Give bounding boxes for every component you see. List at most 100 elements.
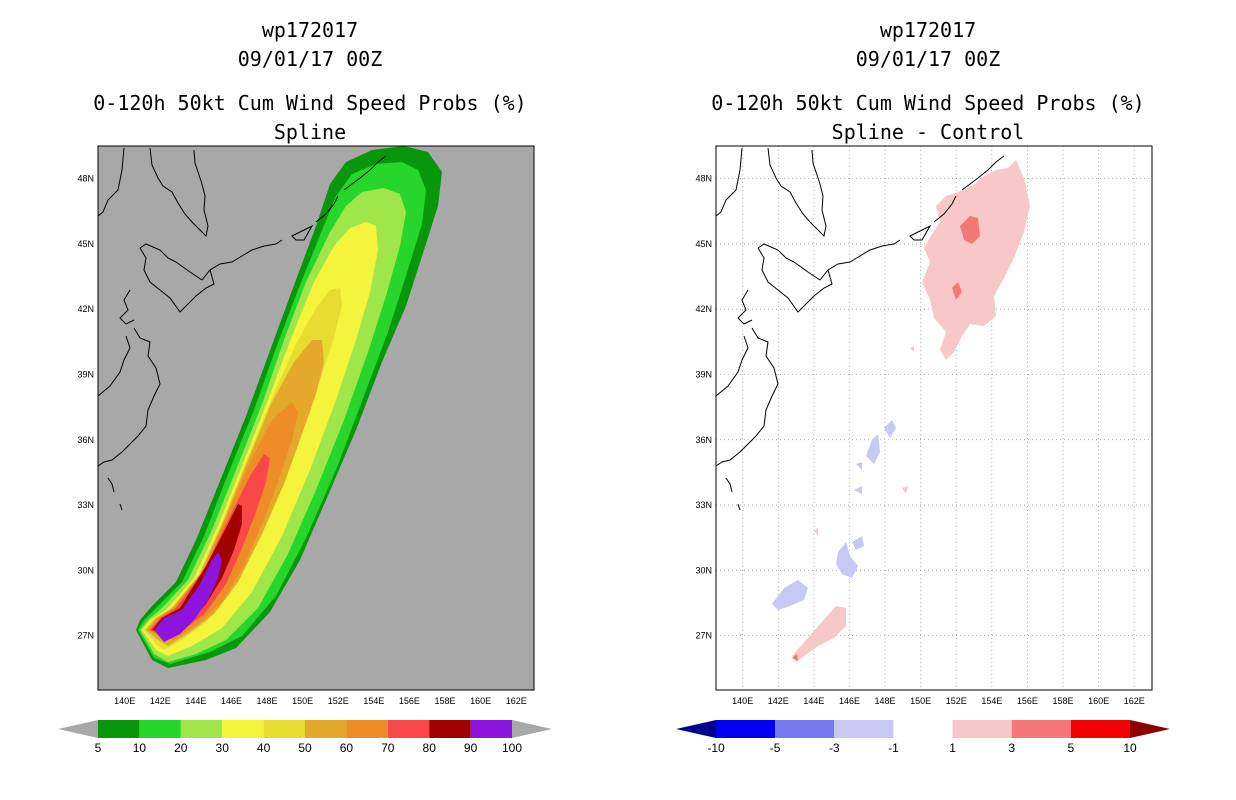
colorbar-segment [952,720,1012,738]
diff-neg-3 [856,462,862,470]
left-map: 140E 142E 144E 146E 148E 150E 152E 154E 156E 158E… [77,145,535,706]
colorbar-label: 20 [174,741,188,755]
diff-pos-small-1 [814,528,818,536]
lat-tick-label: 27N [695,631,712,641]
lon-tick-label: 154E [981,696,1002,706]
swath-70pct [150,454,270,636]
lon-tick-label: 156E [399,696,420,706]
colorbar-segment [139,720,181,738]
colorbar-label: -5 [770,741,781,755]
lon-tick-label: 152E [328,696,349,706]
lat-tick-label: 27N [77,631,94,641]
left-axis-ticks: 140E 142E 144E 146E 148E 150E 152E 154E 156E 158E… [77,174,526,706]
colorbar-label: 100 [502,741,522,755]
diff-neg-7 [772,580,808,610]
lon-tick-label: 148E [257,696,278,706]
colorbar-segment [180,720,223,738]
diff-pos-south-core [792,654,798,661]
right-axis-ticks: 140E 142E 144E 146E 148E 150E 152E 154E 156E 158E… [695,174,1144,706]
lon-tick-label: 140E [732,696,753,706]
colorbar-label: 60 [340,741,354,755]
colorbar-label: 10 [133,741,147,755]
right-title-product: 0-120h 50kt Cum Wind Speed Probs (%) [711,91,1145,115]
lat-tick-label: 30N [77,565,94,575]
colorbar-label: -3 [829,741,840,755]
lon-tick-label: 160E [1088,696,1109,706]
left-title-time: 09/01/17 00Z [237,47,383,71]
colorbar-label: 3 [1008,741,1015,755]
colorbar-segment [429,720,471,738]
diff-pos-small-3 [910,346,914,352]
right-gridlines [716,146,1152,690]
diff-neg-2 [884,420,896,438]
lat-tick-label: 30N [695,565,712,575]
lat-tick-label: 36N [77,435,94,445]
colorbar-label: 80 [423,741,437,755]
lon-tick-label: 140E [114,696,135,706]
diff-pos-small-2 [902,486,908,494]
colorbar-segment [263,720,305,738]
lon-tick-label: 156E [1017,696,1038,706]
colorbar-left-arrow [676,720,716,738]
lat-tick-label: 42N [77,304,94,314]
colorbar-segment [1011,720,1071,738]
colorbar-segment [775,720,835,738]
colorbar-label: 1 [949,741,956,755]
lon-tick-label: 162E [1124,696,1145,706]
diff-neg-4 [854,486,862,494]
diff-pos-core-2 [952,282,962,300]
colorbar-label: 70 [381,741,395,755]
lat-tick-label: 48N [77,174,94,184]
lon-tick-label: 146E [839,696,860,706]
lon-tick-label: 146E [221,696,242,706]
lon-tick-label: 158E [1053,696,1074,706]
colorbar-label: -10 [707,741,725,755]
diff-neg-1 [866,434,880,464]
left-title-subtitle: Spline [273,120,347,144]
left-colorbar: 5 10 20 30 40 50 60 70 80 90 100 [58,720,552,755]
colorbar-right-arrow [1130,720,1170,738]
colorbar-label: 5 [95,741,102,755]
lat-tick-label: 39N [695,369,712,379]
colorbar-left-arrow [58,720,98,738]
diff-pos-south [792,606,846,662]
diff-neg-5 [836,542,858,578]
lat-tick-label: 45N [77,239,94,249]
colorbar-label: -1 [888,741,899,755]
swath-90pct [154,552,222,642]
colorbar-label: 30 [216,741,230,755]
lon-tick-label: 152E [946,696,967,706]
left-title-storm: wp172017 [261,18,359,42]
colorbar-segment [893,720,953,738]
lon-tick-label: 144E [803,696,824,706]
lon-tick-label: 154E [363,696,384,706]
left-title-product: 0-120h 50kt Cum Wind Speed Probs (%) [93,91,527,115]
lon-tick-label: 150E [292,696,313,706]
colorbar-segment [470,720,512,738]
diff-neg-6 [852,536,864,550]
right-title-subtitle: Spline - Control [831,120,1025,144]
colorbar-segment [387,720,430,738]
diff-pos-core-1 [960,216,980,244]
lat-tick-label: 36N [695,435,712,445]
colorbar-label: 5 [1068,741,1075,755]
colorbar-label: 90 [464,741,478,755]
lon-tick-label: 158E [435,696,456,706]
colorbar-segment [1070,720,1130,738]
lat-tick-label: 33N [695,500,712,510]
colorbar-segment [346,720,388,738]
lon-tick-label: 142E [768,696,789,706]
lon-tick-label: 144E [185,696,206,706]
colorbar-label: 40 [257,741,271,755]
lat-tick-label: 42N [695,304,712,314]
left-map-frame [97,145,535,691]
lon-tick-label: 150E [910,696,931,706]
colorbar-label: 10 [1123,741,1137,755]
colorbar-segment [834,720,894,738]
lon-tick-label: 160E [470,696,491,706]
colorbar-segment [98,720,140,738]
right-colorbar: -10 -5 -3 -1 1 3 5 10 [676,720,1170,755]
lon-tick-label: 148E [875,696,896,706]
right-title-storm: wp172017 [879,18,977,42]
